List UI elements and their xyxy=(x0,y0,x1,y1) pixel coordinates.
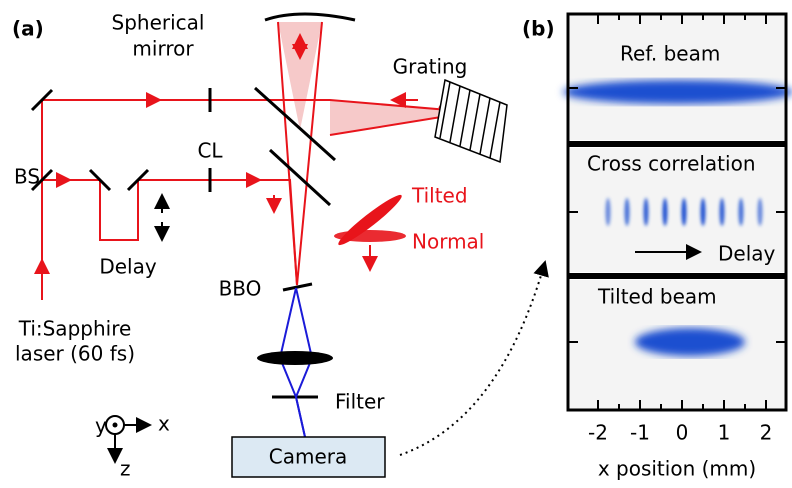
fringe xyxy=(758,198,763,226)
label: BS xyxy=(14,165,40,189)
label: Cross correlation xyxy=(587,152,756,176)
x-tick-label: -2 xyxy=(588,421,608,445)
label: Normal xyxy=(412,230,484,254)
label: CL xyxy=(197,139,223,163)
axis-label: y xyxy=(95,414,107,438)
label: Spherical xyxy=(112,11,205,35)
label: Delay xyxy=(718,242,776,266)
label: Grating xyxy=(393,55,468,79)
label: Camera xyxy=(269,445,348,469)
label: Tilted beam xyxy=(597,285,717,309)
fringe xyxy=(606,198,611,226)
label: mirror xyxy=(132,37,194,61)
labels-a: (a) Spherical mirror Grating CL BS Delay… xyxy=(12,11,484,481)
label: Ref. beam xyxy=(620,42,720,66)
fringe xyxy=(720,198,725,226)
fringe xyxy=(682,198,687,226)
panel-label: (a) xyxy=(12,17,44,41)
axis-label: x xyxy=(158,412,170,436)
fringe xyxy=(663,198,668,226)
label: Tilted xyxy=(411,184,468,208)
figure: (a) Spherical mirror Grating CL BS Delay… xyxy=(0,0,792,484)
axis-label: z xyxy=(120,457,131,481)
x-tick-label: 1 xyxy=(718,421,731,445)
panel-label: (b) xyxy=(522,17,555,41)
x-tick-label: -1 xyxy=(630,421,650,445)
label: BBO xyxy=(219,277,262,301)
fringe xyxy=(739,198,744,226)
panel-b: (b) Ref. beam Cross correlation Delay Ti… xyxy=(522,14,792,481)
axis-label: x position (mm) xyxy=(598,457,756,481)
label: Ti:Sapphire xyxy=(18,317,132,341)
fringe xyxy=(625,198,630,226)
fringe xyxy=(644,198,649,226)
label: laser (60 fs) xyxy=(15,342,135,366)
fringe xyxy=(701,198,706,226)
label: Filter xyxy=(335,390,385,414)
x-tick-label: 2 xyxy=(760,421,773,445)
label: Delay xyxy=(99,255,157,279)
x-tick-label: 0 xyxy=(676,421,689,445)
